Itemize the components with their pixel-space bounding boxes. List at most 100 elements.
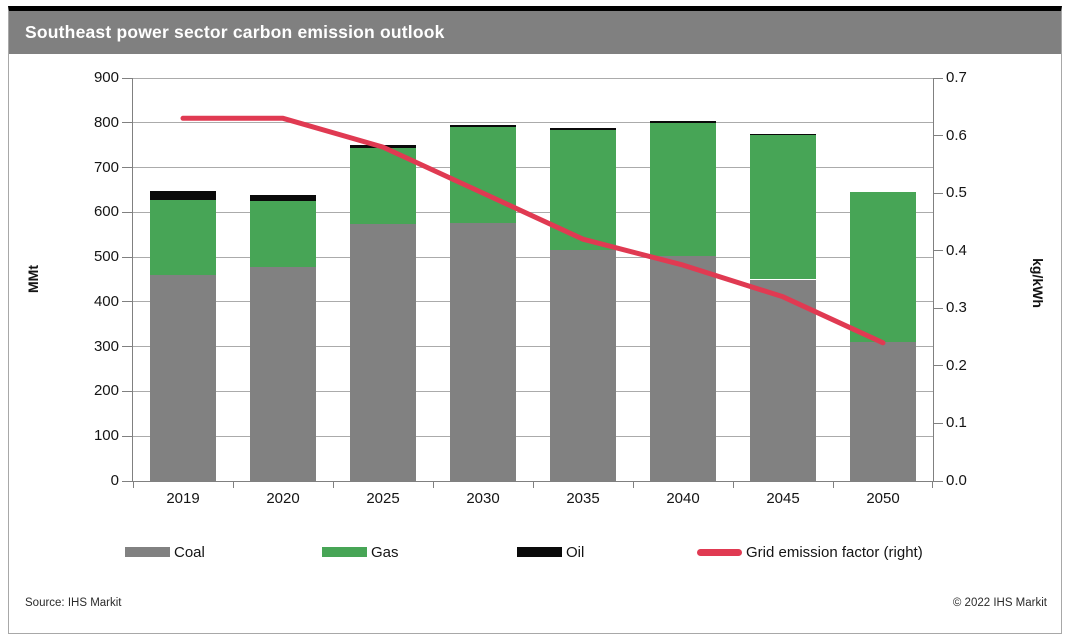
- chart-card: Southeast power sector carbon emission o…: [8, 6, 1062, 634]
- x-axis-tick-label: 2020: [266, 490, 300, 507]
- right-axis-tick: [934, 365, 943, 367]
- coal-bar-segment-2035: [550, 249, 616, 481]
- coal-bar-segment-2019: [150, 275, 216, 481]
- x-axis-tick: [233, 481, 234, 488]
- left-axis-tick-label: 900: [93, 69, 119, 86]
- coal-bar-segment-2045: [750, 279, 816, 481]
- right-axis-tick: [934, 422, 943, 424]
- right-axis-tick-label: 0.5: [946, 184, 967, 202]
- right-axis-tick-label: 0.6: [946, 126, 967, 144]
- right-axis-tick: [934, 307, 943, 309]
- legend-item-gas: Gas: [322, 543, 399, 561]
- gridline: [133, 390, 933, 392]
- left-axis-tick-label: 400: [93, 292, 119, 310]
- gridline: [133, 301, 933, 303]
- left-axis-tick-label: 100: [93, 427, 119, 445]
- x-axis-tick: [333, 481, 334, 488]
- left-axis-tick-label: 500: [93, 248, 119, 266]
- coal-bar-segment-2025: [350, 223, 416, 481]
- right-axis-tick-label: 0.1: [946, 414, 967, 432]
- left-axis-tick-label: 300: [93, 337, 119, 355]
- right-axis-tick-label: 0.7: [946, 69, 967, 86]
- chart-header-bar: Southeast power sector carbon emission o…: [9, 11, 1061, 54]
- right-axis-title: kg/kWh: [1030, 258, 1046, 308]
- right-axis-tick-label: 0.4: [946, 241, 967, 259]
- x-axis-tick: [733, 481, 734, 488]
- gas-bar-segment-2040: [650, 122, 716, 256]
- x-axis-tick-label: 2019: [166, 490, 200, 507]
- gridline: [133, 167, 933, 169]
- left-axis-tick: [122, 77, 132, 79]
- x-axis-tick: [833, 481, 834, 488]
- left-axis-tick-label: 200: [93, 382, 119, 400]
- x-axis-tick-label: 2030: [466, 490, 500, 507]
- right-axis-tick-label: 0.0: [946, 472, 967, 489]
- gridline: [133, 346, 933, 348]
- x-axis-tick: [433, 481, 434, 488]
- left-axis-tick: [122, 346, 132, 348]
- gas-bar-segment-2030: [450, 127, 516, 223]
- legend-label: Grid emission factor (right): [746, 543, 923, 561]
- right-axis-tick-label: 0.2: [946, 356, 967, 374]
- legend-item-grid-emission-factor-right: Grid emission factor (right): [697, 543, 923, 561]
- gridline: [133, 122, 933, 124]
- x-axis-tick: [133, 481, 134, 488]
- left-axis-title: MMt: [25, 265, 41, 293]
- legend-swatch: [517, 547, 562, 557]
- x-axis-tick-label: 2040: [666, 490, 700, 507]
- right-axis-tick: [934, 135, 943, 137]
- grid-emission-factor-line: [180, 115, 886, 346]
- legend-label: Oil: [566, 543, 585, 561]
- x-axis-tick-label: 2050: [866, 490, 900, 507]
- gas-bar-segment-2045: [750, 134, 816, 280]
- gas-bar-segment-2019: [150, 199, 216, 275]
- right-axis-tick: [934, 250, 943, 252]
- x-axis-tick-label: 2045: [766, 490, 800, 507]
- gas-bar-segment-2025: [350, 147, 416, 224]
- coal-bar-segment-2020: [250, 267, 316, 481]
- oil-bar-segment-2030: [450, 124, 516, 128]
- left-axis-tick: [122, 390, 132, 392]
- gridline: [133, 256, 933, 258]
- coal-bar-segment-2050: [850, 341, 916, 481]
- right-axis-tick: [934, 192, 943, 194]
- left-axis-tick: [122, 480, 132, 482]
- right-axis-tick: [934, 480, 943, 482]
- gridline: [133, 211, 933, 213]
- source-note: Source: IHS Markit: [25, 597, 122, 609]
- left-axis-tick: [122, 301, 132, 303]
- right-axis-tick: [934, 77, 943, 79]
- left-axis-tick-label: 700: [93, 158, 119, 176]
- legend-label: Gas: [371, 543, 399, 561]
- oil-bar-segment-2035: [550, 128, 616, 130]
- right-axis-tick-label: 0.3: [946, 299, 967, 317]
- left-axis-tick-label: 800: [93, 113, 119, 131]
- legend-label: Coal: [174, 543, 205, 561]
- gas-bar-segment-2050: [850, 191, 916, 342]
- copyright-note: © 2022 IHS Markit: [952, 597, 1047, 609]
- x-axis-tick-label: 2025: [366, 490, 400, 507]
- left-axis-tick: [122, 211, 132, 213]
- oil-bar-segment-2019: [150, 190, 216, 200]
- x-axis-tick: [633, 481, 634, 488]
- x-axis-tick-label: 2035: [566, 490, 600, 507]
- legend-item-oil: Oil: [517, 543, 584, 561]
- left-axis-tick: [122, 256, 132, 258]
- left-axis-tick-label: 600: [93, 203, 119, 221]
- left-axis-tick: [122, 122, 132, 124]
- legend-swatch: [125, 547, 170, 557]
- gridline: [133, 77, 933, 79]
- x-axis-tick: [932, 481, 933, 488]
- left-axis-tick-label: 0: [110, 472, 119, 489]
- chart-title: Southeast power sector carbon emission o…: [25, 22, 445, 42]
- left-axis-tick: [122, 435, 132, 437]
- legend-item-coal: Coal: [125, 543, 205, 561]
- oil-bar-segment-2045: [750, 133, 816, 135]
- oil-bar-segment-2040: [650, 120, 716, 123]
- legend-swatch: [697, 548, 742, 556]
- left-axis-tick: [122, 167, 132, 169]
- legend-swatch: [322, 547, 367, 557]
- x-axis-tick: [533, 481, 534, 488]
- coal-bar-segment-2030: [450, 222, 516, 481]
- oil-bar-segment-2020: [250, 195, 316, 202]
